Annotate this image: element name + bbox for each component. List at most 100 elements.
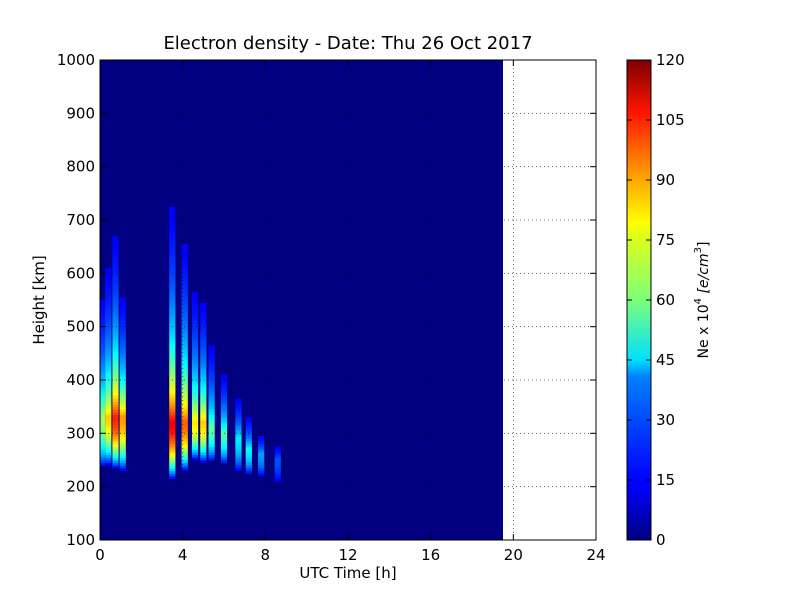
heatmap-cell	[105, 422, 112, 426]
heatmap-cell	[208, 414, 215, 418]
heatmap-cell	[258, 449, 265, 453]
heatmap-cell	[105, 337, 112, 341]
heatmap-cell	[181, 382, 188, 386]
heatmap-cell	[119, 342, 126, 346]
heatmap-cell	[191, 396, 199, 400]
heatmap-cell	[181, 249, 188, 253]
heatmap-cell	[191, 452, 199, 456]
heatmap-cell	[112, 278, 119, 282]
heatmap-cell	[181, 281, 188, 285]
heatmap-cell	[191, 380, 199, 384]
heatmap-cell	[169, 396, 176, 400]
heatmap-cell	[169, 398, 176, 402]
heatmap-cell	[208, 409, 215, 413]
heatmap-cell	[181, 404, 188, 408]
colorbar-tick-label: 30	[656, 411, 675, 429]
heatmap-cell	[112, 281, 119, 285]
heatmap-cell	[181, 260, 188, 264]
heatmap-cell	[181, 324, 188, 328]
heatmap-cell	[119, 401, 126, 405]
heatmap-cell	[105, 390, 112, 394]
heatmap-cell	[200, 417, 207, 421]
heatmap-cell	[274, 478, 281, 482]
heatmap-cell	[169, 358, 176, 362]
heatmap-cell	[119, 438, 126, 442]
heatmap-cell	[191, 412, 199, 416]
heatmap-cell	[208, 444, 215, 448]
heatmap-cell	[245, 438, 252, 442]
heatmap-cell	[191, 308, 199, 312]
heatmap-cell	[181, 246, 188, 250]
heatmap-cell	[105, 324, 112, 328]
heatmap-cell	[105, 302, 112, 306]
heatmap-cell	[191, 369, 199, 373]
heatmap-cell	[191, 305, 199, 309]
heatmap-cell	[169, 310, 176, 314]
heatmap-cell	[105, 414, 112, 418]
heatmap-cell	[112, 404, 119, 408]
heatmap-cell	[191, 406, 199, 410]
heatmap-cell	[200, 321, 207, 325]
heatmap-cell	[200, 385, 207, 389]
heatmap-cell	[112, 337, 119, 341]
heatmap-cell	[181, 257, 188, 261]
heatmap-cell	[181, 262, 188, 266]
heatmap-column	[181, 244, 188, 472]
heatmap-cell	[100, 441, 106, 445]
heatmap-cell	[208, 438, 215, 442]
heatmap-cell	[105, 318, 112, 322]
x-tick-label: 8	[261, 546, 271, 564]
heatmap-cell	[191, 318, 199, 322]
heatmap-cell	[208, 404, 215, 408]
heatmap-cell	[169, 452, 176, 456]
heatmap-cell	[169, 260, 176, 264]
heatmap-cell	[112, 305, 119, 309]
heatmap-cell	[169, 305, 176, 309]
heatmap-cell	[191, 417, 199, 421]
heatmap-cell	[169, 212, 176, 216]
heatmap-cell	[181, 422, 188, 426]
heatmap-cell	[181, 468, 188, 472]
heatmap-cell	[100, 422, 106, 426]
heatmap-cell	[112, 369, 119, 373]
heatmap-cell	[208, 382, 215, 386]
heatmap-cell	[245, 454, 252, 458]
heatmap-cell	[105, 316, 112, 320]
heatmap-cell	[100, 321, 106, 325]
heatmap-cell	[119, 449, 126, 453]
heatmap-cell	[112, 428, 119, 432]
heatmap-cell	[169, 340, 176, 344]
heatmap-cell	[208, 441, 215, 445]
heatmap-cell	[169, 420, 176, 424]
colorbar-ticks: 0 15 30 45 60 75 90 105 120	[627, 51, 685, 549]
colorbar-tick-label: 75	[656, 231, 675, 249]
heatmap-cell	[274, 476, 281, 480]
heatmap-cell	[235, 441, 242, 445]
heatmap-column	[208, 345, 215, 461]
heatmap-cell	[169, 449, 176, 453]
heatmap-cell	[112, 366, 119, 370]
heatmap-cell	[119, 358, 126, 362]
heatmap-cell	[235, 398, 242, 402]
heatmap-cell	[191, 302, 199, 306]
x-tick-label: 4	[178, 546, 188, 564]
heatmap-cell	[235, 414, 242, 418]
heatmap-cell	[181, 284, 188, 288]
heatmap-cell	[100, 372, 106, 376]
heatmap-cell	[169, 270, 176, 274]
heatmap-cell	[181, 446, 188, 450]
heatmap-cell	[191, 356, 199, 360]
heatmap-cell	[169, 308, 176, 312]
heatmap-cell	[112, 326, 119, 330]
heatmap-cell	[200, 369, 207, 373]
heatmap-cell	[181, 417, 188, 421]
heatmap-cell	[119, 436, 126, 440]
heatmap-cell	[200, 460, 207, 464]
heatmap-cell	[274, 452, 281, 456]
heatmap-cell	[119, 321, 126, 325]
heatmap-cell	[200, 334, 207, 338]
heatmap-cell	[112, 252, 119, 256]
heatmap-cell	[169, 262, 176, 266]
heatmap-cell	[119, 462, 126, 466]
heatmap-cell	[200, 449, 207, 453]
